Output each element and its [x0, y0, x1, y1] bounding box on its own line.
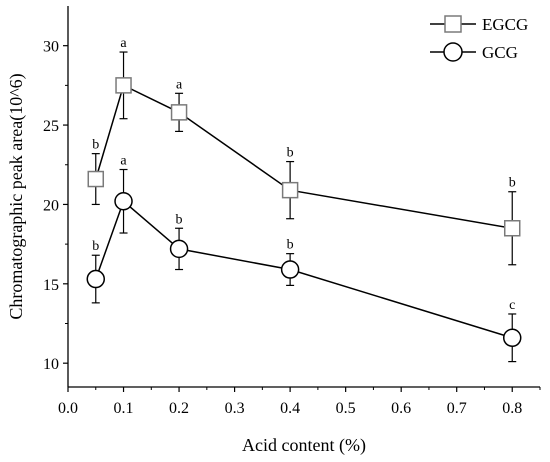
- y-tick-label: 20: [43, 197, 59, 214]
- x-axis-title: Acid content (%): [242, 435, 366, 456]
- data-point-square: [281, 181, 299, 199]
- y-tick-label: 15: [43, 277, 59, 294]
- x-axis-ticks: 0.0 0.1 0.2 0.3 0.4 0.5 0.6 0.7 0.8: [58, 387, 541, 417]
- series-egcg: b a a b b: [87, 36, 521, 266]
- data-point-square: [115, 77, 132, 94]
- significance-label: b: [287, 146, 294, 161]
- series-gcg: b a b b c: [86, 154, 522, 363]
- legend-item-egcg: EGCG: [430, 15, 528, 34]
- x-tick-label: 0.8: [502, 400, 522, 417]
- x-tick-label: 0.5: [336, 400, 356, 417]
- data-point-circle: [114, 192, 133, 211]
- significance-label: b: [509, 176, 516, 191]
- legend-marker-circle: [443, 42, 463, 62]
- x-tick-label: 0.3: [225, 400, 245, 417]
- x-tick-label: 0.7: [447, 400, 467, 417]
- significance-label: a: [176, 77, 183, 92]
- x-tick-label: 0.0: [58, 400, 78, 417]
- data-point-circle: [280, 260, 300, 279]
- series-line: [95, 200, 513, 339]
- significance-label: b: [92, 239, 99, 254]
- data-point-square: [170, 104, 188, 121]
- axes: [67, 6, 540, 388]
- legend-label: GCG: [482, 43, 518, 62]
- series-layer: b a a b b b a b b c: [86, 36, 522, 363]
- y-tick-label: 25: [43, 118, 59, 135]
- significance-label: a: [120, 154, 127, 169]
- significance-label: b: [176, 212, 183, 227]
- x-tick-label: 0.1: [114, 400, 134, 417]
- y-axis-title: Chromatographic peak area(10^6): [6, 73, 27, 319]
- y-tick-label: 10: [43, 356, 59, 373]
- x-tick-label: 0.2: [169, 400, 189, 417]
- data-point-square: [87, 170, 105, 188]
- y-tick-label: 30: [43, 39, 59, 56]
- legend-marker-square: [444, 15, 462, 33]
- legend-label: EGCG: [482, 15, 528, 34]
- legend: EGCG GCG: [430, 15, 528, 62]
- data-point-circle: [502, 328, 522, 348]
- data-point-circle: [86, 269, 106, 289]
- data-point-circle: [169, 239, 189, 259]
- legend-item-gcg: GCG: [430, 42, 518, 62]
- x-tick-label: 0.6: [391, 400, 411, 417]
- significance-label: a: [120, 36, 127, 51]
- x-tick-label: 0.4: [280, 400, 300, 417]
- y-axis-ticks: 10 15 20 25 30: [43, 39, 68, 373]
- series-line: [95, 84, 513, 230]
- significance-label: b: [287, 238, 294, 253]
- significance-label: b: [92, 138, 99, 153]
- data-point-square: [503, 220, 521, 237]
- significance-label: c: [509, 298, 515, 313]
